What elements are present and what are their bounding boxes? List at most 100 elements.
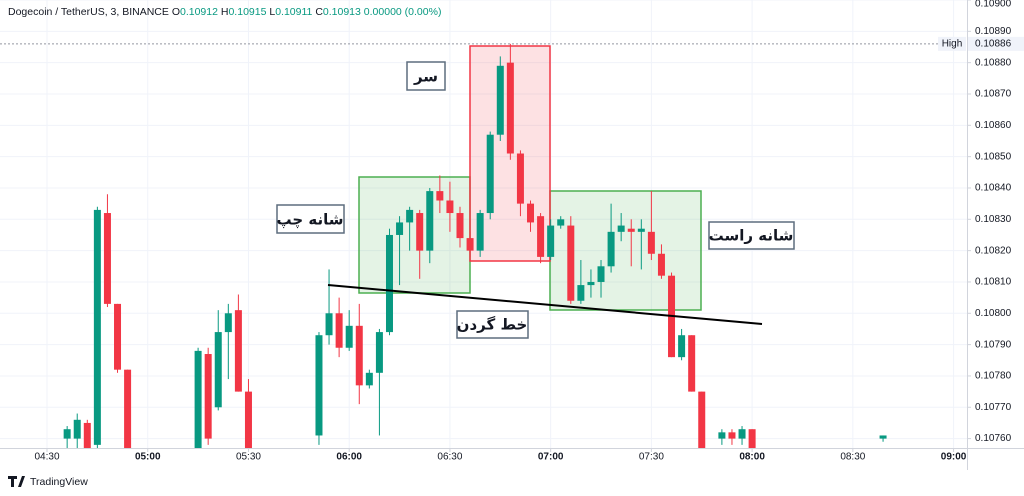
ohlc: O0.10912 H0.10915 L0.10911 C0.10913 0.00… (169, 6, 442, 18)
candle-body (587, 281, 595, 286)
candle-body (627, 228, 635, 232)
candle-body (748, 429, 756, 448)
candle-body (315, 335, 323, 436)
ohlc-value: 0.10911 (275, 6, 312, 18)
candle-body (577, 285, 585, 301)
high-price: 0.10886 (975, 39, 1012, 50)
candle-body (617, 225, 625, 232)
candle-body (214, 332, 222, 408)
left-shoulder-box (358, 176, 471, 294)
candle-body (516, 153, 524, 204)
x-tick-label: 08:00 (739, 452, 765, 463)
y-tick-label: 0.10870 (975, 89, 1012, 100)
x-tick-label: 06:30 (437, 452, 462, 463)
candle-body (486, 134, 494, 214)
neckline (327, 284, 763, 325)
label-box (708, 221, 795, 250)
candle-body (597, 266, 605, 282)
x-tick-label: 05:30 (236, 452, 261, 463)
symbol: Dogecoin / TetherUS, 3, BINANCE (8, 6, 169, 18)
candle-body (244, 391, 252, 448)
ohlc-key: C (315, 6, 323, 18)
candle-body (396, 222, 404, 235)
ohlc-key: O (172, 6, 180, 18)
candle-body (496, 65, 504, 135)
candle-body (345, 325, 353, 348)
y-tick-label: 0.10900 (975, 0, 1012, 10)
candle-body (73, 419, 81, 439)
candle-body (416, 213, 424, 251)
right-shoulder-box (549, 190, 702, 311)
candle-body (204, 354, 212, 439)
candle-body (83, 422, 91, 448)
candle-body (194, 350, 202, 448)
footer-brand: TradingView (30, 476, 88, 488)
ohlc-key: H (221, 6, 229, 18)
candle-body (436, 191, 444, 201)
candle-body (637, 228, 645, 232)
candle-body (124, 369, 132, 448)
candle-body (607, 231, 615, 267)
candle-body (466, 238, 474, 251)
candle-body (355, 325, 363, 386)
y-tick-label: 0.10880 (975, 57, 1012, 68)
ohlc-value: 0.10913 (323, 6, 361, 18)
candle-body (406, 209, 414, 223)
x-tick-label: 05:00 (135, 452, 161, 463)
candle-body (657, 253, 665, 276)
x-tick-label: 07:00 (538, 452, 564, 463)
ohlc-value: 0.10912 (180, 6, 218, 18)
high-price-bg (968, 36, 1024, 51)
candle-body (688, 335, 696, 392)
y-tick-label: 0.10790 (975, 339, 1012, 350)
candle-body (879, 435, 887, 439)
left-shoulder-label: شانه چپ (276, 211, 343, 230)
logo (8, 476, 25, 487)
candle-body (678, 335, 686, 358)
x-tick-label: 08:30 (840, 452, 865, 463)
candle-body (456, 213, 464, 239)
candle-body (335, 313, 343, 348)
candle-body (234, 310, 242, 392)
right-shoulder-label: شانه راست (709, 227, 794, 245)
candle-body (426, 191, 434, 251)
y-tick-label: 0.10760 (975, 433, 1012, 444)
candle-body (527, 203, 535, 223)
ohlc-key: L (269, 6, 275, 18)
candle-body (446, 200, 454, 214)
candle-body (718, 432, 726, 439)
candle-body (647, 231, 655, 254)
candle-body (547, 225, 555, 257)
candle-body (728, 432, 736, 439)
ohlc-value: 0.00000 (0.00%) (364, 6, 442, 18)
x-tick-label: 07:30 (639, 452, 664, 463)
x-tick-label: 04:30 (34, 452, 59, 463)
y-tick-label: 0.10770 (975, 402, 1012, 413)
x-tick-label: 09:00 (941, 452, 967, 463)
x-tick-label: 06:00 (336, 452, 362, 463)
candle-body (506, 62, 514, 154)
header: Dogecoin / TetherUS, 3, BINANCE O0.10912… (8, 6, 441, 18)
y-tick-label: 0.10840 (975, 183, 1012, 194)
y-tick-label: 0.10800 (975, 308, 1012, 319)
candle-body (557, 219, 565, 226)
y-tick-label: 0.10860 (975, 120, 1012, 131)
head-label: سر (413, 68, 438, 86)
candle-body (476, 213, 484, 251)
candle-body (93, 209, 101, 445)
y-tick-label: 0.10830 (975, 214, 1012, 225)
candle-body (63, 429, 71, 439)
high-label: High (942, 39, 963, 50)
y-tick-label: 0.10780 (975, 371, 1012, 382)
y-tick-label: 0.10820 (975, 245, 1012, 256)
y-tick-label: 0.10890 (975, 26, 1012, 37)
candle-body (738, 429, 746, 439)
axes: 0.10900 0.10890 0.10880 0.10870 0.10860 0.108… (34, 0, 1024, 463)
high-label-bg (938, 36, 966, 51)
candle-body (103, 213, 111, 304)
candle-body (375, 332, 383, 373)
label-box (406, 61, 446, 91)
candle-body (698, 391, 706, 448)
candle-body (567, 225, 575, 301)
